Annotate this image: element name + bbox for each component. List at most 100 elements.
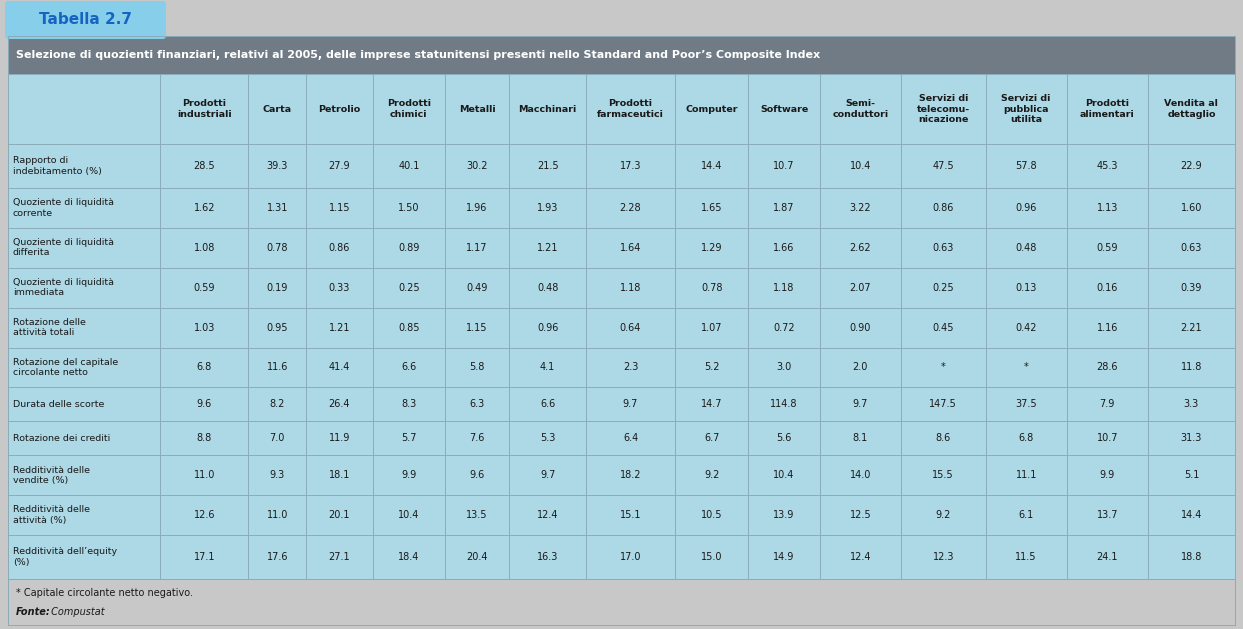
Text: 17.1: 17.1 — [194, 552, 215, 562]
Text: 0.78: 0.78 — [701, 282, 722, 292]
Text: 0.16: 0.16 — [1096, 282, 1117, 292]
Text: Metalli: Metalli — [459, 104, 495, 113]
Text: 0.72: 0.72 — [773, 323, 796, 333]
Text: 1.29: 1.29 — [701, 243, 722, 253]
Text: 20.4: 20.4 — [466, 552, 487, 562]
Text: 9.6: 9.6 — [196, 399, 211, 409]
Bar — [7, 308, 1236, 348]
Text: Semi-
conduttori: Semi- conduttori — [833, 99, 889, 119]
Bar — [7, 495, 1236, 535]
Text: 47.5: 47.5 — [932, 161, 955, 171]
Text: 21.5: 21.5 — [537, 161, 558, 171]
Text: 10.4: 10.4 — [850, 161, 871, 171]
Text: 5.3: 5.3 — [539, 433, 556, 443]
Text: 22.9: 22.9 — [1181, 161, 1202, 171]
Text: 0.19: 0.19 — [267, 282, 288, 292]
Text: 1.50: 1.50 — [398, 203, 420, 213]
Text: 11.8: 11.8 — [1181, 362, 1202, 372]
Text: 2.3: 2.3 — [623, 362, 638, 372]
Text: 1.60: 1.60 — [1181, 203, 1202, 213]
Text: 9.9: 9.9 — [401, 470, 416, 480]
Text: 15.1: 15.1 — [620, 510, 641, 520]
Text: 1.17: 1.17 — [466, 243, 487, 253]
Text: Rotazione del capitale
circolante netto: Rotazione del capitale circolante netto — [12, 358, 118, 377]
Text: 9.9: 9.9 — [1100, 470, 1115, 480]
Text: Rotazione dei crediti: Rotazione dei crediti — [12, 434, 111, 443]
Text: 1.31: 1.31 — [267, 203, 288, 213]
Text: 15.0: 15.0 — [701, 552, 722, 562]
Text: 1.08: 1.08 — [194, 243, 215, 253]
Text: 7.9: 7.9 — [1100, 399, 1115, 409]
Bar — [7, 228, 1236, 268]
Text: 2.28: 2.28 — [620, 203, 641, 213]
Text: 1.18: 1.18 — [773, 282, 794, 292]
Text: 1.21: 1.21 — [328, 323, 351, 333]
Text: 13.9: 13.9 — [773, 510, 794, 520]
Text: Redditività dell’equity
(%): Redditività dell’equity (%) — [12, 547, 117, 567]
Text: 9.7: 9.7 — [539, 470, 556, 480]
Text: 0.48: 0.48 — [1016, 243, 1037, 253]
Text: Prodotti
farmaceutici: Prodotti farmaceutici — [597, 99, 664, 119]
Text: 1.16: 1.16 — [1096, 323, 1117, 333]
Text: 6.8: 6.8 — [196, 362, 211, 372]
Text: 9.6: 9.6 — [470, 470, 485, 480]
Text: 0.86: 0.86 — [328, 243, 351, 253]
Text: 0.59: 0.59 — [194, 282, 215, 292]
Text: 11.6: 11.6 — [267, 362, 288, 372]
Text: 17.0: 17.0 — [620, 552, 641, 562]
Text: Rapporto di
indebitamento (%): Rapporto di indebitamento (%) — [12, 156, 102, 175]
Text: 1.96: 1.96 — [466, 203, 487, 213]
Text: 1.13: 1.13 — [1096, 203, 1117, 213]
Bar — [7, 36, 1236, 74]
Text: 0.85: 0.85 — [398, 323, 420, 333]
Text: 8.8: 8.8 — [196, 433, 211, 443]
Text: 3.22: 3.22 — [849, 203, 871, 213]
Text: Fonte:: Fonte: — [16, 607, 51, 617]
Text: 57.8: 57.8 — [1016, 161, 1037, 171]
Text: 16.3: 16.3 — [537, 552, 558, 562]
Text: Petrolio: Petrolio — [318, 104, 360, 113]
Bar — [7, 579, 1236, 625]
Text: 0.25: 0.25 — [398, 282, 420, 292]
Text: 9.2: 9.2 — [704, 470, 720, 480]
Text: 8.6: 8.6 — [936, 433, 951, 443]
Text: Rotazione delle
attività totali: Rotazione delle attività totali — [12, 318, 86, 337]
Text: 0.63: 0.63 — [932, 243, 953, 253]
Text: 11.0: 11.0 — [194, 470, 215, 480]
Text: 20.1: 20.1 — [328, 510, 351, 520]
Text: *: * — [1024, 362, 1028, 372]
Text: 0.96: 0.96 — [1016, 203, 1037, 213]
Text: 3.0: 3.0 — [777, 362, 792, 372]
Text: Redditività delle
vendite (%): Redditività delle vendite (%) — [12, 465, 89, 485]
Text: 40.1: 40.1 — [398, 161, 419, 171]
Text: 0.48: 0.48 — [537, 282, 558, 292]
Bar — [7, 387, 1236, 421]
Text: 31.3: 31.3 — [1181, 433, 1202, 443]
Text: 114.8: 114.8 — [771, 399, 798, 409]
Text: Servizi di
pubblica
utilita: Servizi di pubblica utilita — [1002, 94, 1050, 124]
Text: *: * — [941, 362, 946, 372]
Text: 0.90: 0.90 — [850, 323, 871, 333]
Text: 6.4: 6.4 — [623, 433, 638, 443]
Text: 1.15: 1.15 — [328, 203, 351, 213]
Bar — [7, 535, 1236, 579]
Text: Prodotti
industriali: Prodotti industriali — [177, 99, 231, 119]
Text: Durata delle scorte: Durata delle scorte — [12, 400, 104, 409]
Text: 10.7: 10.7 — [1096, 433, 1117, 443]
Text: 2.0: 2.0 — [853, 362, 868, 372]
Text: 1.64: 1.64 — [620, 243, 641, 253]
Text: 0.49: 0.49 — [466, 282, 487, 292]
Text: 9.2: 9.2 — [936, 510, 951, 520]
Bar — [7, 348, 1236, 387]
Text: 0.86: 0.86 — [932, 203, 953, 213]
Text: 5.1: 5.1 — [1183, 470, 1199, 480]
Text: Macchinari: Macchinari — [518, 104, 577, 113]
Text: Computer: Computer — [685, 104, 738, 113]
Text: 1.62: 1.62 — [194, 203, 215, 213]
Text: 1.65: 1.65 — [701, 203, 722, 213]
Text: 0.96: 0.96 — [537, 323, 558, 333]
Text: Quoziente di liquidità
corrente: Quoziente di liquidità corrente — [12, 198, 114, 218]
Text: 37.5: 37.5 — [1016, 399, 1037, 409]
Text: Prodotti
alimentari: Prodotti alimentari — [1080, 99, 1135, 119]
Text: 14.4: 14.4 — [701, 161, 722, 171]
